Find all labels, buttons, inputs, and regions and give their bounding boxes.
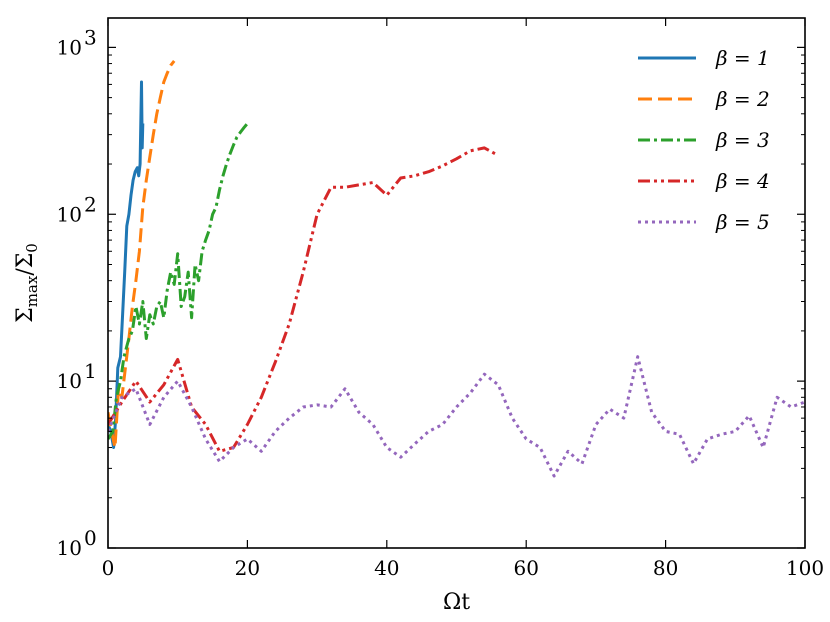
- legend-label-beta-1: β = 1: [715, 46, 770, 70]
- x-tick-labels: 0 20 40 60 80 100: [102, 556, 824, 580]
- y-tick-base: 10: [57, 35, 82, 59]
- plot-frame: [107, 17, 806, 549]
- y-tick-label: 10: [57, 536, 82, 560]
- x-tick-label: 100: [786, 556, 824, 580]
- y-tick-label: 10: [57, 202, 82, 226]
- y-tick-base: 10: [57, 202, 82, 226]
- y-tick-exponent: 2: [84, 192, 97, 216]
- y-label-sigma-den: Σ: [13, 253, 38, 269]
- series-line-beta-3: [108, 122, 249, 440]
- y-tick-base: 10: [57, 536, 82, 560]
- series-layer: [108, 59, 805, 478]
- legend-label-beta-2: β = 2: [715, 87, 770, 111]
- y-tick-label: 10: [57, 35, 82, 59]
- y-tick-label: 10: [57, 369, 82, 393]
- legend-label-beta-4: β = 4: [715, 169, 770, 193]
- y-tick-exponent: 3: [84, 25, 97, 49]
- legend: β = 1 β = 2 β = 3 β = 4 β = 5: [638, 46, 770, 234]
- legend-label-beta-3: β = 3: [715, 128, 770, 152]
- ticks-layer: [107, 18, 806, 549]
- x-tick-label: 40: [374, 556, 399, 580]
- series-line-beta-5: [108, 355, 805, 478]
- y-label-sigma: Σ: [13, 307, 38, 323]
- y-tick-exponent: 0: [84, 526, 97, 550]
- y-axis-label: Σmax/Σ0: [13, 243, 41, 323]
- y-label-sub-zero: 0: [23, 243, 41, 253]
- x-tick-label: 60: [513, 556, 538, 580]
- y-label-slash: /: [13, 268, 38, 276]
- y-tick-base: 10: [57, 369, 82, 393]
- x-tick-label: 20: [235, 556, 260, 580]
- x-axis-label: Ωt: [443, 590, 470, 615]
- legend-label-beta-5: β = 5: [715, 210, 770, 234]
- x-tick-label: 80: [653, 556, 678, 580]
- series-line-beta-4: [108, 146, 500, 453]
- y-label-sub-max: max: [23, 275, 41, 307]
- x-tick-label: 0: [102, 556, 115, 580]
- y-tick-exponent: 1: [84, 359, 97, 383]
